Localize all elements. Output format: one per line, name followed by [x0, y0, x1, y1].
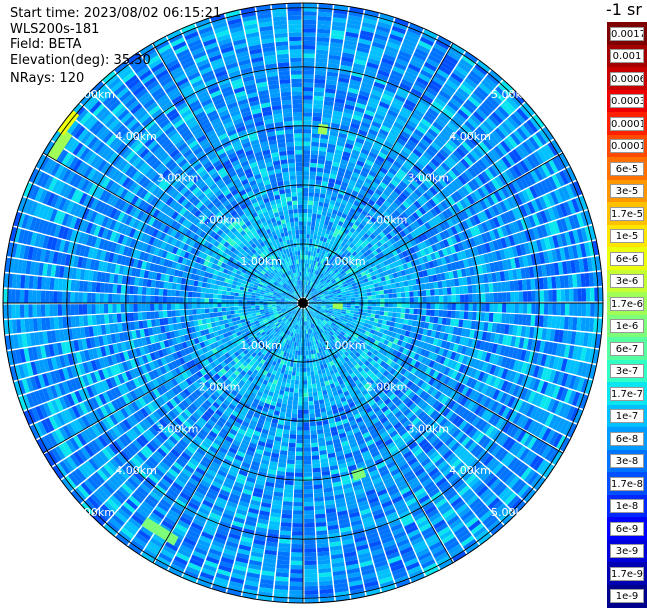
colorbar-cell: 3e-7 — [607, 359, 647, 383]
colorbar-cell: 3e-8 — [607, 449, 647, 473]
colorbar-tick-label: 1.7e-6 — [610, 296, 644, 311]
colorbar-tick-label: 1.7e-7 — [610, 386, 644, 401]
colorbar-cell: 1e-8 — [607, 494, 647, 518]
colorbar-title: -1 sr — [606, 0, 642, 19]
ring-label: 2.00km — [199, 214, 241, 227]
ring-labels: 1.00km 1.00km 1.00km 1.00km 2.00km 2.00km 2.00… — [73, 88, 532, 519]
ring-label: 5.00km — [73, 88, 115, 101]
colorbar-cell: 6e-5 — [607, 157, 647, 180]
colorbar-tick-label: 6e-5 — [610, 161, 644, 176]
instrument-label: WLS200s-181 — [10, 22, 100, 37]
field-label: Field: BETA — [10, 37, 82, 52]
start-time-label: Start time: 2023/08/02 06:15:21 — [10, 6, 222, 21]
colorbar-tick-label: 1e-5 — [610, 229, 644, 243]
colorbar-tick-label: 3e-9 — [610, 544, 644, 558]
colorbar-cell: 1.7e-8 — [607, 472, 647, 495]
colorbar-tick-label: 0.001 — [610, 49, 644, 63]
colorbar-tick-label: 0.0017 — [610, 26, 644, 41]
colorbar-cell: 1e-7 — [607, 404, 647, 428]
colorbar-tick-label: 0.00017 — [610, 116, 644, 131]
ring-label: 3.00km — [408, 172, 450, 185]
ring-label: 5.00km — [491, 88, 533, 101]
colorbar-cell: 6e-6 — [607, 247, 647, 270]
azimuth-spoke — [42, 152, 304, 304]
colorbar-cell: 1.7e-5 — [607, 202, 647, 225]
colorbar-cell: 1.7e-9 — [607, 562, 647, 585]
ring-label: 4.00km — [115, 130, 157, 143]
elevation-label: Elevation(deg): 35.30 — [10, 53, 151, 68]
colorbar-cell: 6e-7 — [607, 337, 647, 360]
colorbar-cell: 3e-9 — [607, 539, 647, 563]
ring-label: 5.00km — [73, 506, 115, 519]
ppi-grid — [2, 2, 604, 604]
colorbar-tick-label: 3e-8 — [610, 454, 644, 468]
ring-label: 3.00km — [157, 422, 199, 435]
colorbar-tick-label: 1e-7 — [610, 409, 644, 423]
colorbar-tick-label: 1.7e-8 — [610, 476, 644, 491]
colorbar-tick-label: 1.7e-9 — [610, 566, 644, 581]
colorbar-cell: 0.0003 — [607, 89, 647, 113]
colorbar-cell: 1.7e-7 — [607, 382, 647, 405]
colorbar-cell: 6e-9 — [607, 517, 647, 540]
colorbar-cell: 0.001 — [607, 44, 647, 68]
colorbar-tick-label: 3e-7 — [610, 364, 644, 378]
colorbar-tick-label: 0.0006 — [610, 71, 644, 86]
colorbar-cell: 6e-8 — [607, 427, 647, 450]
ring-label: 1.00km — [324, 255, 366, 268]
colorbar-tick-label: 6e-7 — [610, 341, 644, 356]
colorbar-cell: 3e-6 — [607, 269, 647, 293]
ring-label: 4.00km — [449, 464, 491, 477]
colorbar-tick-label: 6e-8 — [610, 431, 644, 446]
colorbar-cell: 0.0017 — [607, 22, 647, 45]
colorbar-cell: 0.0001 — [607, 134, 647, 158]
azimuth-spoke — [302, 302, 564, 454]
colorbar-tick-label: 1e-6 — [610, 319, 644, 333]
ring-label: 2.00km — [366, 381, 408, 394]
colorbar-tick-label: 6e-9 — [610, 521, 644, 536]
colorbar-cell: 0.00017 — [607, 112, 647, 135]
azimuth-spoke — [302, 302, 454, 564]
colorbar-cell: 1.7e-6 — [607, 292, 647, 315]
ring-label: 3.00km — [408, 422, 450, 435]
azimuth-spoke — [302, 152, 564, 304]
colorbar-tick-label: 6e-6 — [610, 251, 644, 266]
ring-label: 2.00km — [199, 381, 241, 394]
colorbar-cell: 1e-6 — [607, 314, 647, 338]
colorbar-tick-label: 0.0001 — [610, 139, 644, 153]
colorbar-cell: 1e-9 — [607, 584, 647, 608]
colorbar-cell: 1e-5 — [607, 224, 647, 248]
ppi-plot: 1.00km 1.00km 1.00km 1.00km 2.00km 2.00km 2.00… — [2, 2, 604, 604]
azimuth-spoke — [302, 42, 454, 304]
azimuth-spoke — [42, 302, 304, 454]
ring-label: 4.00km — [115, 464, 157, 477]
ring-label: 5.00km — [491, 506, 533, 519]
ring-label: 1.00km — [324, 339, 366, 352]
colorbar-tick-label: 0.0003 — [610, 94, 644, 108]
ring-label: 2.00km — [366, 214, 408, 227]
colorbar-tick-label: 1e-9 — [610, 589, 644, 603]
colorbar-cell: 3e-5 — [607, 179, 647, 203]
ring-label: 1.00km — [240, 255, 282, 268]
azimuth-spoke — [152, 302, 304, 564]
radar-center-marker — [298, 298, 308, 308]
ring-label: 4.00km — [449, 130, 491, 143]
colorbar-tick-label: 1.7e-5 — [610, 206, 644, 221]
colorbar-tick-label: 3e-6 — [610, 274, 644, 288]
colorbar-cell: 0.0006 — [607, 67, 647, 90]
azimuth-spoke — [152, 42, 304, 304]
colorbar-tick-label: 3e-5 — [610, 184, 644, 198]
colorbar-tick-label: 1e-8 — [610, 499, 644, 513]
ring-label: 3.00km — [157, 172, 199, 185]
ring-label: 1.00km — [240, 339, 282, 352]
nrays-label: NRays: 120 — [10, 71, 85, 86]
